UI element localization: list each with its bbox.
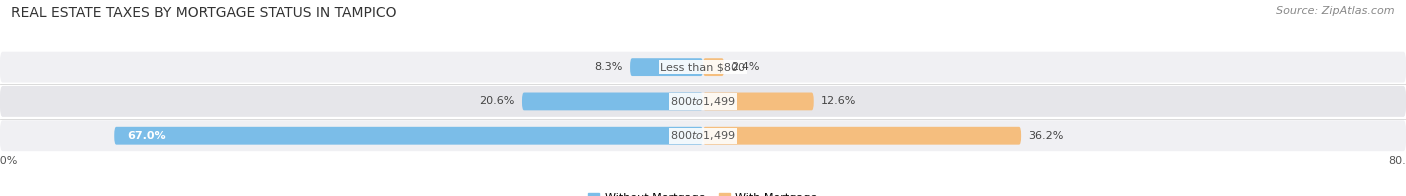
Text: REAL ESTATE TAXES BY MORTGAGE STATUS IN TAMPICO: REAL ESTATE TAXES BY MORTGAGE STATUS IN …: [11, 6, 396, 20]
FancyBboxPatch shape: [703, 93, 814, 110]
Text: 36.2%: 36.2%: [1028, 131, 1063, 141]
Legend: Without Mortgage, With Mortgage: Without Mortgage, With Mortgage: [583, 188, 823, 196]
Text: 12.6%: 12.6%: [821, 96, 856, 106]
FancyBboxPatch shape: [630, 58, 703, 76]
FancyBboxPatch shape: [703, 127, 1021, 145]
Text: $800 to $1,499: $800 to $1,499: [671, 129, 735, 142]
Text: 2.4%: 2.4%: [731, 62, 759, 72]
FancyBboxPatch shape: [703, 58, 724, 76]
Text: Less than $800: Less than $800: [661, 62, 745, 72]
FancyBboxPatch shape: [0, 120, 1406, 151]
Text: $800 to $1,499: $800 to $1,499: [671, 95, 735, 108]
FancyBboxPatch shape: [114, 127, 703, 145]
Text: 8.3%: 8.3%: [595, 62, 623, 72]
Text: 67.0%: 67.0%: [128, 131, 166, 141]
FancyBboxPatch shape: [0, 86, 1406, 117]
Text: Source: ZipAtlas.com: Source: ZipAtlas.com: [1277, 6, 1395, 16]
FancyBboxPatch shape: [522, 93, 703, 110]
Text: 20.6%: 20.6%: [479, 96, 515, 106]
FancyBboxPatch shape: [0, 52, 1406, 83]
